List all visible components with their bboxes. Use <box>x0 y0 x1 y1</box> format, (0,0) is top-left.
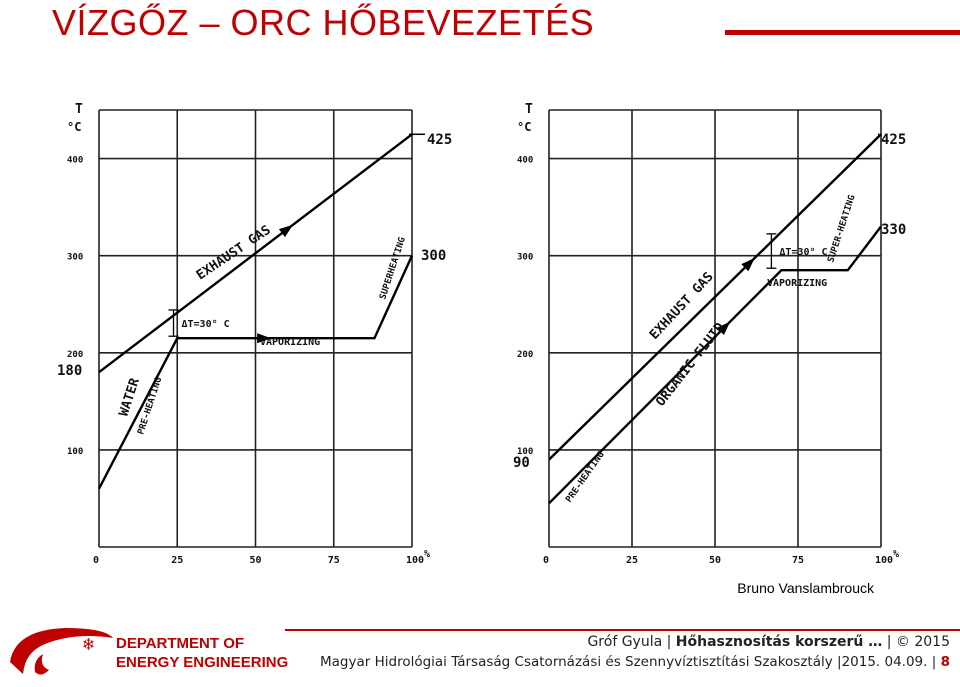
y-tick-label: 300 <box>67 253 83 263</box>
logo-letter: η <box>60 643 76 673</box>
footer-author: Gróf Gyula <box>587 634 663 650</box>
y-tick-label: 400 <box>67 156 83 166</box>
logo-icon: η ❄ <box>10 628 113 675</box>
dept-line-1: DEPARTMENT OF <box>116 635 245 652</box>
superheating-label: SUPERHEATING <box>378 236 408 301</box>
x-axis-unit: % <box>893 549 899 560</box>
gas-flow-arrow <box>278 224 294 238</box>
end-value-label: 300 <box>421 248 446 264</box>
orc-chart-svg: T°C0 25 50 75 100%10020030040042533090ΔT=30°… <box>513 102 906 565</box>
attribution: Bruno Vanslambrouck <box>737 580 874 596</box>
y-tick-label: 100 <box>517 447 533 457</box>
fluid-flow-arrow <box>257 333 272 344</box>
department-logo: η ❄ <box>5 622 290 682</box>
footer-date: 2015. 04.09. <box>841 654 928 670</box>
x-tick-label: 25 <box>626 555 638 565</box>
y-tick-label: 100 <box>67 447 83 457</box>
x-axis-unit: % <box>424 549 430 560</box>
footer-copyright: © 2015 <box>895 634 950 650</box>
x-tick-label: 50 <box>709 555 721 565</box>
x-tick-label: 0 <box>93 555 99 565</box>
superheating-label: SUPER-HEATING <box>826 194 857 264</box>
footer-line-2: Magyar Hidrológiai Társaság Csatornázási… <box>320 654 950 670</box>
x-tick-label: 0 <box>543 555 549 565</box>
y-axis-unit: °C <box>517 120 531 134</box>
vaporizing-label: VAPORIZING <box>767 278 827 289</box>
x-tick-label: 100 <box>406 555 424 565</box>
footer-event: Magyar Hidrológiai Társaság Csatornázási… <box>320 654 833 670</box>
footer-rule <box>285 629 960 631</box>
series-line-1 <box>548 225 882 505</box>
svg-text:❄: ❄ <box>83 634 94 655</box>
delta-t-label: ΔT=30° C <box>182 319 230 330</box>
y-tick-label: 300 <box>517 253 533 263</box>
series-label-gas: EXHAUST GAS <box>194 223 274 284</box>
delta-t-label: ΔT=30° C <box>779 247 827 258</box>
page-title: VÍZGŐZ – ORC HŐBEVEZETÉS <box>52 2 595 43</box>
end-value-label: 330 <box>881 222 906 238</box>
y-axis-label: T <box>525 102 533 117</box>
y-axis-label: T <box>75 102 83 117</box>
title-rule <box>725 30 960 35</box>
preheating-label: PRE-HEATING <box>564 450 606 505</box>
water-chart-svg: T°C0 25 50 75 100%100200300400425300180ΔT=30… <box>57 102 452 565</box>
end-value-label: 425 <box>881 132 906 148</box>
y-tick-label: 400 <box>517 156 533 166</box>
y-axis-unit: °C <box>67 120 81 134</box>
end-value-label: 180 <box>57 363 82 379</box>
x-tick-label: 100 <box>875 555 893 565</box>
footer-line-1: Gróf Gyula | Hőhasznosítás korszerű … | … <box>587 634 950 650</box>
vaporizing-label: VAPORIZING <box>260 337 320 348</box>
water-chart: T °C 0 25 50 75 100% 100 200 300 400 425 300 180 ΔT=30… <box>55 95 470 565</box>
y-tick-label: 200 <box>517 350 533 360</box>
x-tick-label: 75 <box>328 555 340 565</box>
x-tick-label: 25 <box>171 555 183 565</box>
end-value-label: 425 <box>427 132 452 148</box>
y-tick-label: 200 <box>67 350 83 360</box>
gas-flow-arrow <box>741 257 755 272</box>
x-tick-label: 50 <box>250 555 262 565</box>
series-line-1 <box>97 255 414 490</box>
fluid-flow-arrow <box>716 321 731 335</box>
end-value-label: 90 <box>513 455 530 471</box>
x-tick-label: 75 <box>792 555 804 565</box>
dept-line-2: ENERGY ENGINEERING <box>116 654 289 671</box>
footer-topic: Hőhasznosítás korszerű … <box>675 634 883 650</box>
orc-chart: T °C 0 25 50 75 100% 100 200 300 400 425 330 90 ΔT=30°… <box>505 95 925 565</box>
series-line-0 <box>548 133 882 461</box>
series-line-0 <box>98 133 413 374</box>
page-number: 8 <box>940 654 950 670</box>
department-name: DEPARTMENT OF ENERGY ENGINEERING <box>116 634 288 672</box>
